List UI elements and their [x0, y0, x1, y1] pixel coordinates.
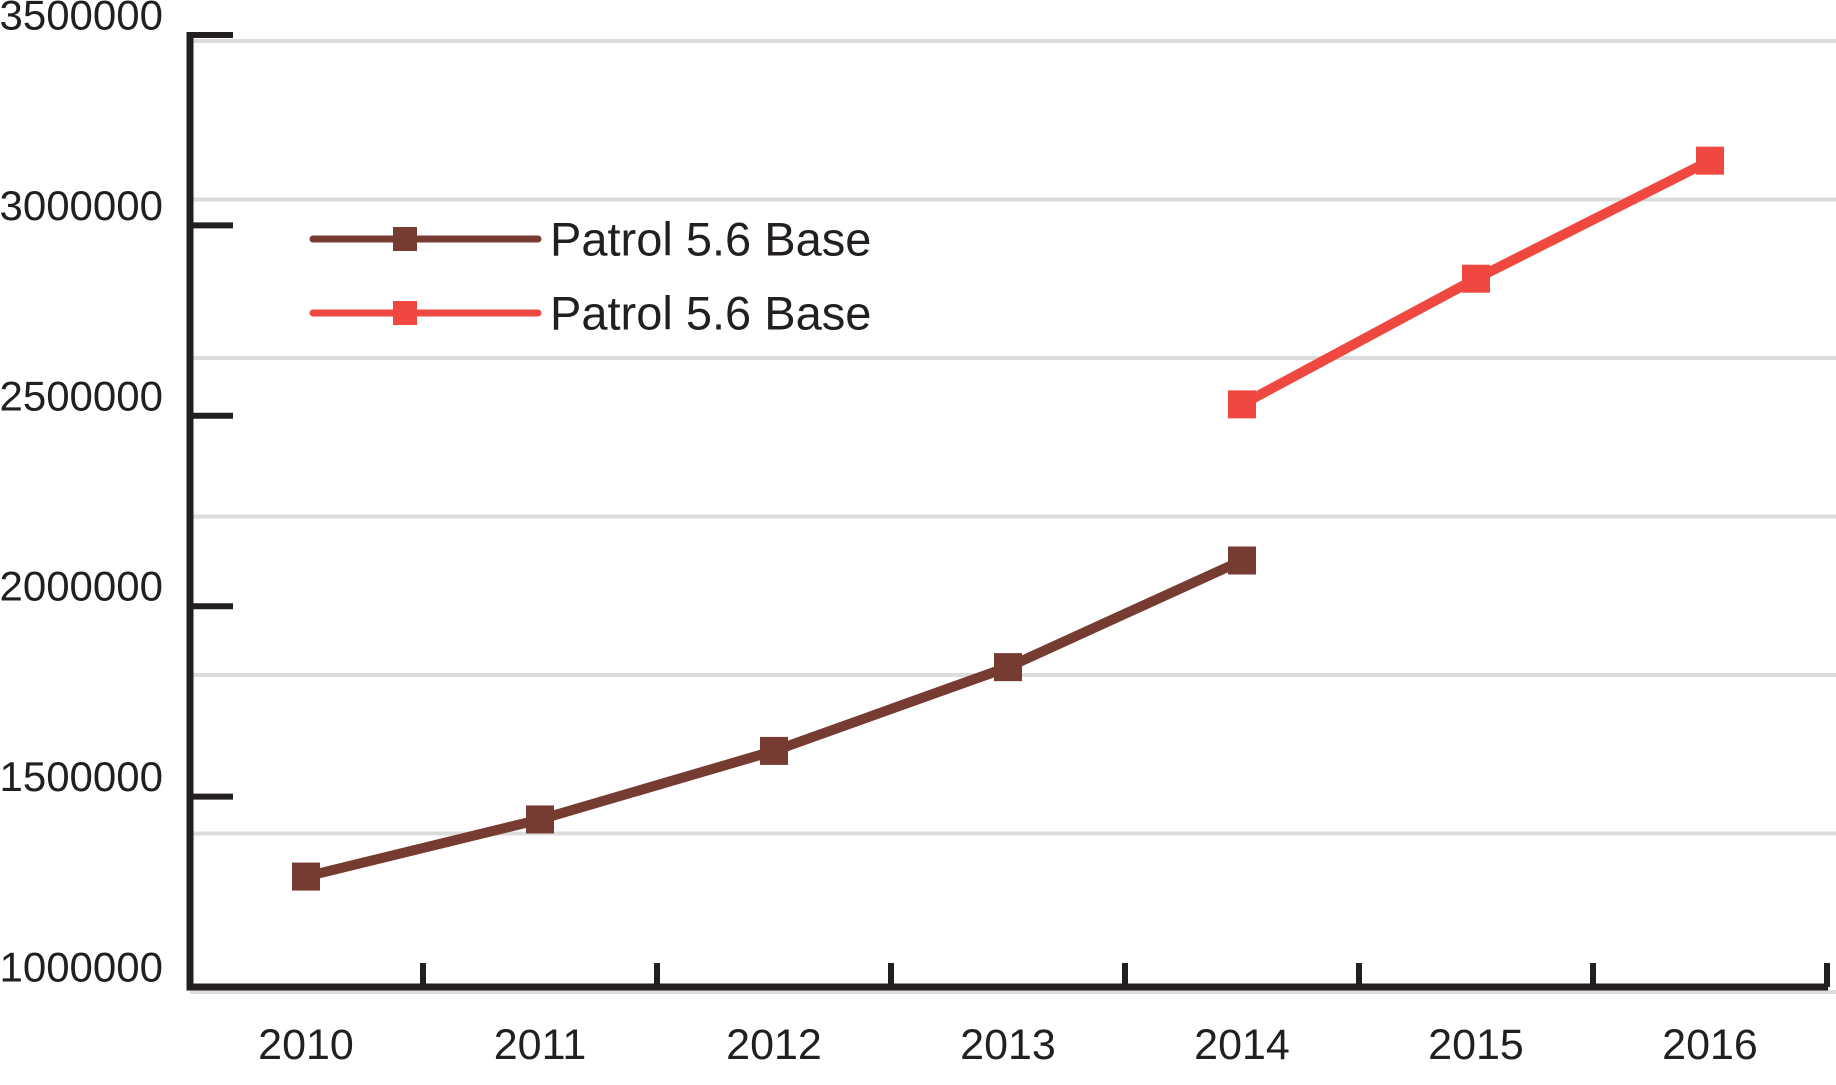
- y-tick-label: 3000000: [0, 182, 163, 229]
- legend-label: Patrol 5.6 Base: [550, 287, 871, 340]
- x-tick-label: 2012: [726, 1021, 822, 1069]
- legend-marker: [393, 227, 417, 251]
- x-tick-label: 2015: [1428, 1021, 1524, 1069]
- data-point-marker: [760, 736, 788, 765]
- data-point-marker: [292, 862, 320, 891]
- data-point-marker: [1696, 146, 1724, 175]
- y-tick-label: 3500000: [0, 0, 163, 39]
- x-tick-label: 2013: [960, 1021, 1056, 1069]
- y-tick-label: 1500000: [0, 753, 163, 800]
- series-line-1: [301, 555, 1247, 882]
- axes: [186, 32, 1828, 991]
- y-tick-label: 1000000: [0, 944, 163, 991]
- legend-marker: [393, 301, 417, 325]
- data-point-marker: [1462, 264, 1490, 293]
- legend-label: Patrol 5.6 Base: [550, 213, 871, 266]
- data-point-marker: [526, 805, 554, 834]
- data-point-marker: [994, 653, 1022, 682]
- y-tick-label: 2000000: [0, 563, 163, 610]
- x-tick-label: 2011: [494, 1021, 586, 1069]
- x-tick-label: 2014: [1194, 1021, 1290, 1069]
- data-point-marker: [1228, 546, 1256, 575]
- y-tick-label: 2500000: [0, 372, 163, 419]
- x-tick-label: 2016: [1662, 1021, 1758, 1069]
- x-tick-label: 2010: [258, 1021, 354, 1069]
- data-point-marker: [1228, 390, 1256, 419]
